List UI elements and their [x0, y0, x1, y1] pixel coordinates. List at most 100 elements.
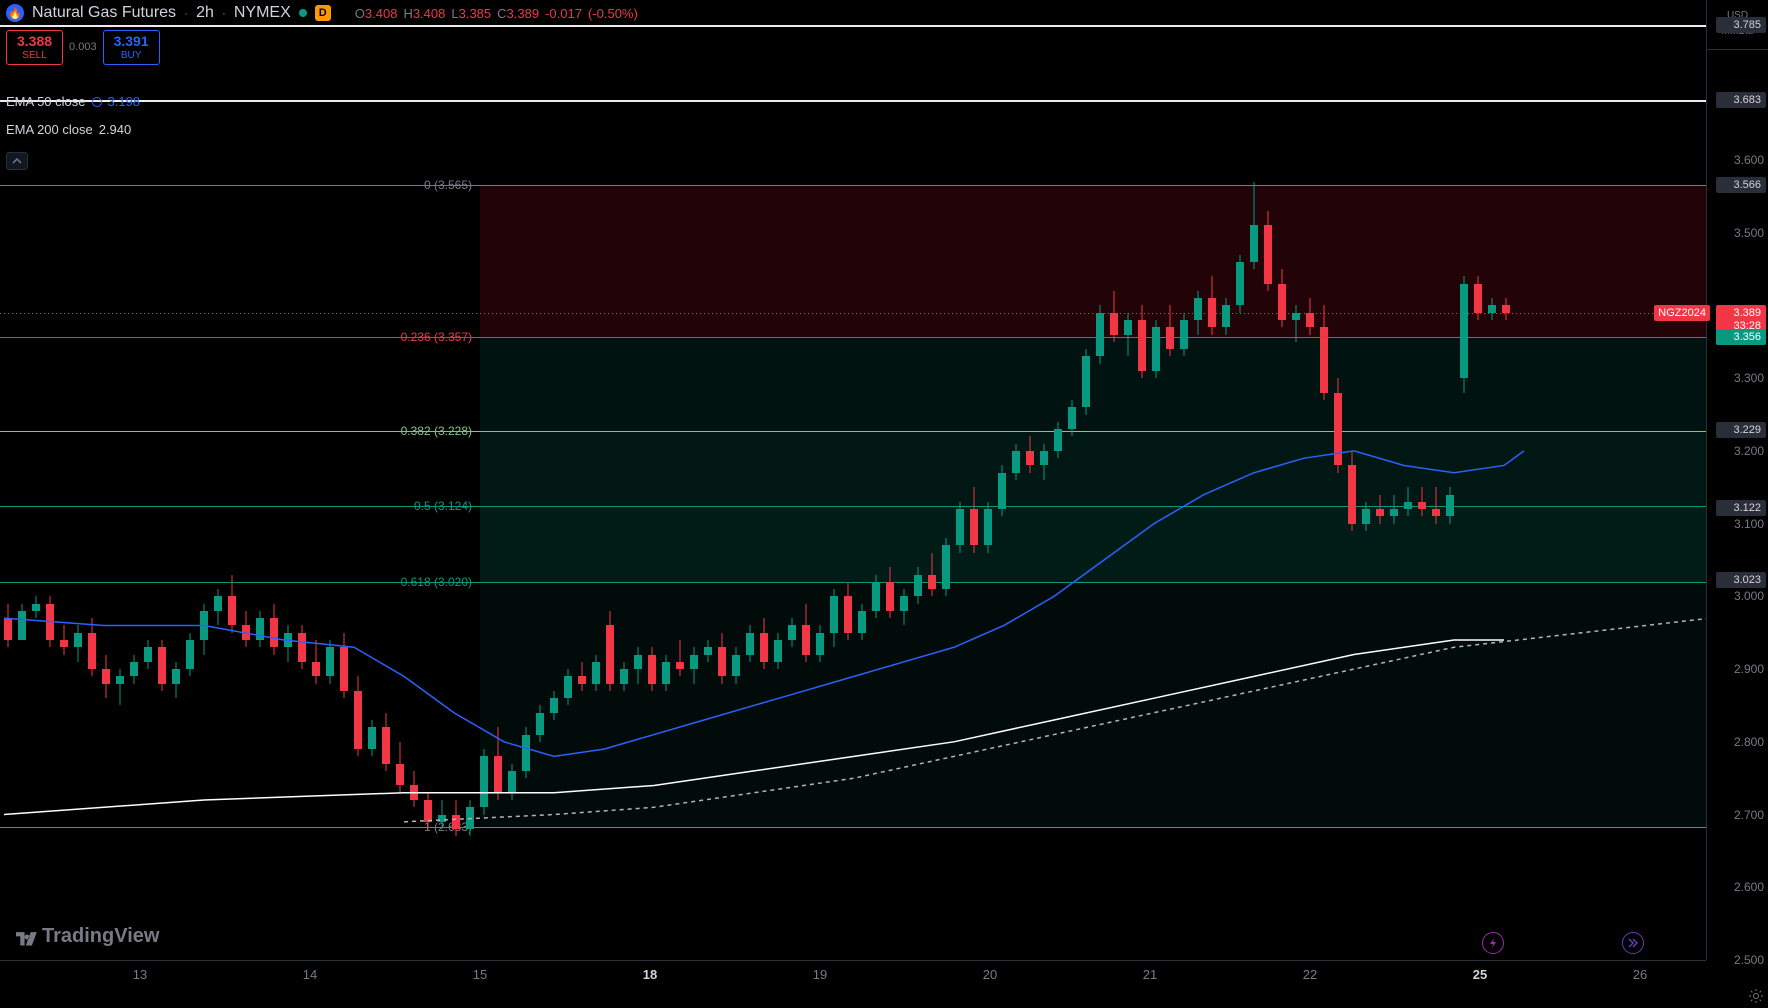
candle [858, 604, 866, 640]
candle [466, 800, 474, 836]
candle [102, 655, 110, 699]
candle [634, 647, 642, 683]
candle [830, 589, 838, 647]
dot-separator: · [222, 6, 226, 20]
fib-level-label: 0.5 (3.124) [414, 499, 472, 513]
fib-zone [480, 185, 1706, 336]
candle [1180, 313, 1188, 357]
candle [1348, 451, 1356, 531]
dot-separator: · [184, 6, 188, 20]
ohlc-change: -0.017 [545, 6, 582, 21]
exchange-label: NYMEX [234, 4, 291, 22]
fib-level-line[interactable] [0, 431, 1706, 432]
market-status-dot [299, 9, 307, 17]
candle [214, 589, 222, 625]
settings-button[interactable] [1748, 988, 1764, 1004]
candle [690, 647, 698, 683]
candle [116, 669, 124, 705]
candle [1264, 211, 1272, 291]
horizontal-line[interactable] [0, 25, 1706, 27]
fib-level-line[interactable] [0, 337, 1706, 338]
price-tick: 3.000 [1734, 589, 1764, 603]
buy-button[interactable]: 3.391 BUY [103, 30, 160, 65]
candle [1110, 291, 1118, 342]
sell-price: 3.388 [17, 33, 52, 50]
collapse-indicators-button[interactable] [6, 152, 28, 170]
candle [1250, 182, 1258, 269]
candle [872, 575, 880, 619]
fib-level-line[interactable] [0, 185, 1706, 186]
ema50-label: EMA 50 close [6, 94, 86, 109]
go-to-realtime-button[interactable] [1482, 932, 1504, 954]
time-tick: 25 [1473, 967, 1487, 982]
symbol-header: 🔥 Natural Gas Futures · 2h · NYMEX D O3.… [6, 4, 638, 22]
candle [1488, 298, 1496, 320]
candle [172, 662, 180, 698]
fib-level-label: 0.382 (3.228) [401, 424, 472, 438]
candle [130, 655, 138, 684]
candle [578, 662, 586, 691]
ohlc-open: 3.408 [365, 6, 398, 21]
candle [1222, 298, 1230, 334]
fib-level-line[interactable] [0, 827, 1706, 828]
price-tick: 3.100 [1734, 517, 1764, 531]
candle [802, 604, 810, 662]
candle [1138, 305, 1146, 378]
candle [46, 596, 54, 647]
fast-forward-icon [1627, 937, 1639, 949]
candle [1418, 487, 1426, 516]
candle [1320, 305, 1328, 400]
tradingview-icon [16, 926, 38, 948]
candle [1124, 313, 1132, 357]
indicator-ema50[interactable]: EMA 50 close 3.198 [6, 94, 140, 109]
candle [1278, 269, 1286, 327]
price-scale[interactable]: USD MMBtu 3.6003.5003.3003.2003.1003.000… [1706, 0, 1768, 960]
fib-level-line[interactable] [0, 582, 1706, 583]
chart-pane[interactable]: 0 (3.565) 0.236 (3.357) 0.382 (3.228) 0.5 (… [0, 0, 1706, 960]
fib-zone [480, 431, 1706, 507]
candle [354, 676, 362, 756]
candle [1334, 378, 1342, 473]
ema200-label: EMA 200 close [6, 122, 93, 137]
candle [1502, 298, 1510, 320]
scroll-to-end-button[interactable] [1622, 932, 1644, 954]
candle [1292, 305, 1300, 341]
chart-container: 0 (3.565) 0.236 (3.357) 0.382 (3.228) 0.5 (… [0, 0, 1768, 1008]
gear-icon [1748, 988, 1764, 1004]
time-scale[interactable]: 13141518192021222526 [0, 960, 1706, 1008]
candle [18, 604, 26, 640]
candle [662, 655, 670, 691]
time-tick: 19 [813, 967, 827, 982]
tradingview-logo: TradingView [16, 925, 159, 948]
candle [956, 502, 964, 553]
candle [508, 764, 516, 800]
candle [1432, 487, 1440, 523]
candle [1208, 276, 1216, 334]
candle [1236, 255, 1244, 313]
candle [326, 640, 334, 684]
price-marker: 3.229 [1716, 422, 1766, 438]
candle [368, 720, 376, 756]
candle [494, 727, 502, 800]
fib-level-label: 0 (3.565) [424, 178, 472, 192]
candle [1026, 436, 1034, 472]
contract-badge: NGZ2024 [1654, 305, 1710, 321]
fib-level-label: 0.236 (3.357) [401, 330, 472, 344]
candle [4, 604, 12, 648]
horizontal-line[interactable] [0, 100, 1706, 102]
indicator-ema200[interactable]: EMA 200 close 2.940 [6, 122, 131, 137]
candle [732, 647, 740, 683]
candle [1040, 444, 1048, 480]
candle [620, 662, 628, 691]
candle [746, 625, 754, 661]
candle [1166, 305, 1174, 356]
price-tick: 2.700 [1734, 808, 1764, 822]
spread-value: 0.003 [69, 41, 97, 53]
candle [158, 640, 166, 691]
symbol-title[interactable]: Natural Gas Futures [32, 4, 176, 22]
price-tick: 2.600 [1734, 880, 1764, 894]
candle [984, 502, 992, 553]
interval-label[interactable]: 2h [196, 4, 214, 22]
sell-button[interactable]: 3.388 SELL [6, 30, 63, 65]
time-tick: 21 [1143, 967, 1157, 982]
